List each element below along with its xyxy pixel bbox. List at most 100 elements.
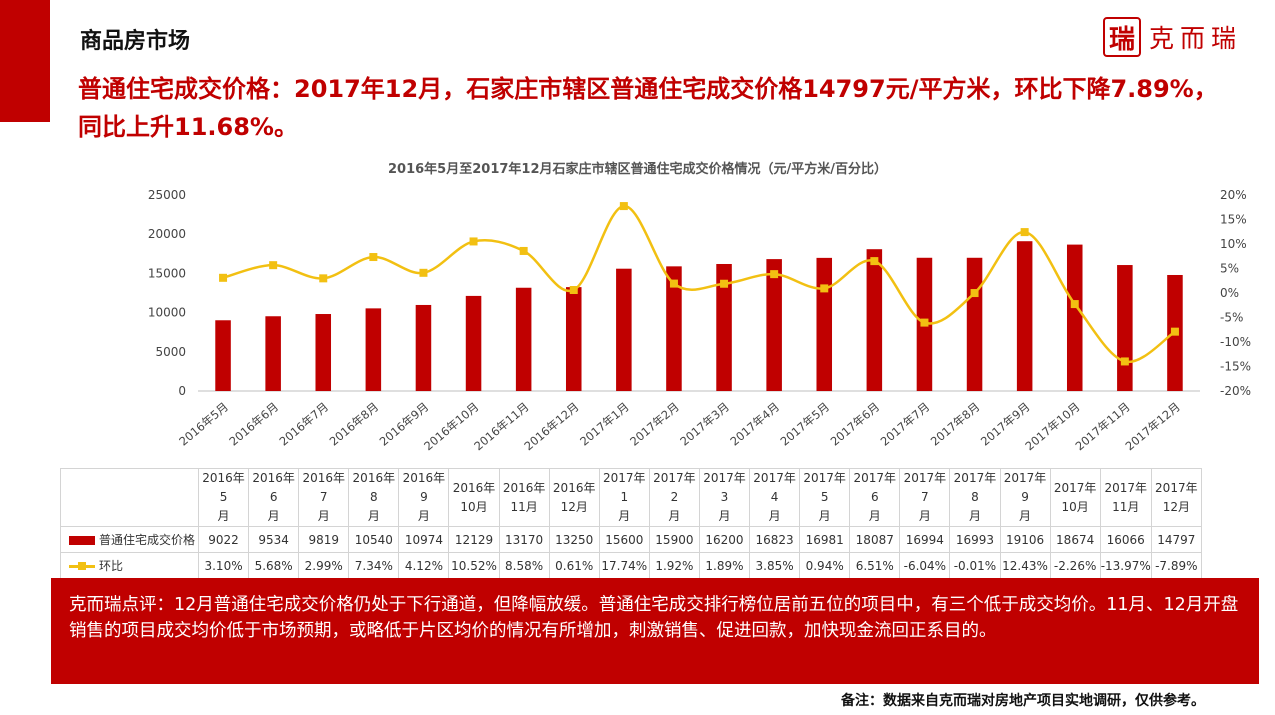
table-header-cell: 2017年1 月	[598, 468, 650, 527]
x-tick-label: 2016年8月	[327, 400, 382, 449]
x-tick-label: 2017年2月	[627, 400, 682, 449]
table-cell: -6.04%	[899, 552, 951, 579]
table-header-cell: 2017年9 月	[999, 468, 1051, 527]
y-left-tick-label: 5000	[155, 345, 186, 359]
table-cell: 0.94%	[799, 552, 851, 579]
table-cell: 18674	[1049, 526, 1101, 553]
x-tick-label: 2017年7月	[878, 400, 933, 449]
table-header-cell: 2017年 10月	[1049, 468, 1101, 527]
table-header-cell: 2016年7 月	[298, 468, 350, 527]
y-left-tick-label: 10000	[148, 306, 186, 320]
table-cell: 6.51%	[849, 552, 901, 579]
table-cell: 16994	[899, 526, 951, 553]
table-cell: 1.92%	[648, 552, 700, 579]
table-cell: 16981	[799, 526, 851, 553]
table-header-row: 2016年5 月 2016年6 月 2016年7 月 2016年8 月 2016年9 月 2016年…	[60, 468, 1202, 527]
mom-point	[619, 202, 628, 211]
legend-price: 普通住宅成交价格	[60, 526, 199, 553]
table-cell: 18087	[849, 526, 901, 553]
headline: 普通住宅成交价格：2017年12月，石家庄市辖区普通住宅成交价格14797元/平…	[78, 75, 1218, 141]
y-right-tick-label: 15%	[1220, 213, 1247, 227]
table-header-cell: 2017年8 月	[949, 468, 1001, 527]
x-tick-label: 2017年1月	[577, 400, 632, 449]
logo-seal-icon: 瑞	[1103, 17, 1141, 57]
table-cell: 0.61%	[548, 552, 600, 579]
mom-point	[219, 273, 228, 282]
logo-text: 克而瑞	[1149, 24, 1243, 53]
mom-point	[920, 318, 929, 327]
y-left-tick-label: 0	[178, 384, 186, 398]
table-header-cell: 2017年2 月	[648, 468, 700, 527]
bar	[415, 304, 432, 391]
mom-point	[970, 289, 979, 298]
mom-point	[369, 253, 378, 262]
table-cell: 12129	[448, 526, 500, 553]
table-header-cell: 2017年5 月	[799, 468, 851, 527]
x-tick-label: 2016年7月	[277, 400, 332, 449]
mom-point	[469, 237, 478, 246]
mom-point	[1170, 327, 1179, 336]
bar	[766, 259, 782, 391]
table-cell: 16200	[698, 526, 751, 553]
x-tick-label: 2017年3月	[677, 400, 732, 449]
y-left-tick-label: 15000	[148, 266, 186, 280]
table-cell: -7.89%	[1150, 552, 1202, 579]
bar	[215, 320, 231, 391]
table-cell: 14797	[1150, 526, 1202, 553]
bar	[315, 314, 332, 391]
mom-point	[770, 270, 779, 279]
y-left-tick-label: 25000	[148, 188, 186, 202]
table-header-cell: 2017年7 月	[899, 468, 951, 527]
table-header-cell: 2016年6 月	[248, 468, 300, 527]
table-header-cell: 2016年8 月	[348, 468, 400, 527]
mom-point	[820, 284, 829, 293]
comment-text: 克而瑞点评：12月普通住宅成交价格仍处于下行通道，但降幅放缓。普通住宅成交排行榜…	[69, 595, 1239, 641]
table-cell: 15900	[648, 526, 700, 553]
table-row-mom: 环比 3.10% 5.68% 2.99% 7.34% 4.12% 10.52% 8.58% 0.…	[60, 552, 1202, 579]
table-cell: 3.85%	[749, 552, 801, 579]
bar	[1016, 241, 1033, 391]
legend-bar-swatch	[69, 536, 95, 545]
data-table: 2016年5 月 2016年6 月 2016年7 月 2016年8 月 2016年9 月 2016年…	[60, 468, 1202, 579]
y-right-tick-label: -15%	[1220, 360, 1251, 374]
table-cell: 2.99%	[298, 552, 350, 579]
table-header-cell: 2016年 10月	[448, 468, 500, 527]
bar	[465, 295, 482, 391]
x-tick-label: 2017年12月	[1123, 400, 1183, 454]
table-cell: 8.58%	[498, 552, 550, 579]
table-cell: 12.43%	[999, 552, 1051, 579]
mom-point	[419, 268, 428, 277]
bar	[616, 268, 632, 391]
x-tick-label: 2017年8月	[928, 400, 983, 449]
mom-point	[669, 279, 678, 288]
y-right-tick-label: 0%	[1220, 286, 1239, 300]
mom-point	[720, 279, 729, 288]
table-row-price: 普通住宅成交价格 9022 9534 9819 10540 10974 12129 13170…	[60, 526, 1202, 553]
x-tick-label: 2016年5月	[176, 400, 231, 449]
x-tick-label: 2016年6月	[226, 400, 281, 449]
price-chart: 0 5000 10000 15000 20000 25000 -20% -15% -10% -5%…	[148, 188, 1251, 454]
table-cell: 1.89%	[698, 552, 751, 579]
table-cell: 10.52%	[448, 552, 500, 579]
legend-mom: 环比	[60, 552, 199, 579]
bar	[265, 316, 281, 391]
x-tick-label: 2017年6月	[828, 400, 883, 449]
bar	[966, 257, 983, 391]
y-right-tick-label: -5%	[1220, 311, 1243, 325]
bar	[1117, 265, 1133, 391]
table-cell: 10974	[398, 526, 450, 553]
table-corner-cell	[60, 468, 199, 527]
table-cell: 4.12%	[398, 552, 450, 579]
table-header-cell: 2016年 11月	[498, 468, 550, 527]
table-header-cell: 2017年 12月	[1150, 468, 1202, 527]
table-header-cell: 2016年 12月	[548, 468, 600, 527]
y-right-tick-label: 5%	[1220, 262, 1239, 276]
y-right-tick-label: 10%	[1220, 237, 1247, 251]
table-cell: 3.10%	[197, 552, 250, 579]
table-cell: 17.74%	[598, 552, 650, 579]
table-cell: 7.34%	[348, 552, 400, 579]
bar	[1066, 244, 1083, 391]
table-cell: 9022	[197, 526, 250, 553]
accent-tab	[0, 0, 50, 122]
mom-point	[1120, 357, 1129, 366]
